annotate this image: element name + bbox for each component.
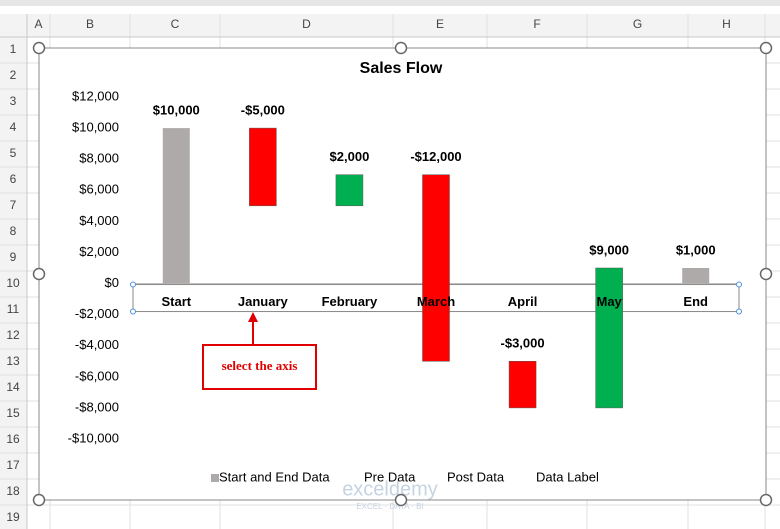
chart-title: Sales Flow: [360, 60, 443, 77]
resize-handle[interactable]: [759, 41, 773, 55]
row-header: 9: [10, 250, 17, 264]
x-tick-label: January: [238, 294, 289, 309]
bar: [595, 267, 623, 409]
row-header: 13: [6, 354, 20, 368]
column-header-bar: [0, 14, 780, 37]
legend-label: Data Label: [536, 469, 599, 484]
row-header: 4: [10, 120, 17, 134]
y-tick-label: $12,000: [72, 88, 119, 103]
resize-handle[interactable]: [394, 41, 408, 55]
x-tick-label: April: [508, 294, 538, 309]
row-header: 1: [10, 42, 17, 56]
row-header: 8: [10, 224, 17, 238]
selection-handle: [130, 308, 136, 315]
data-label: $1,000: [676, 242, 716, 257]
legend-label: Pre Data: [364, 469, 416, 484]
x-tick-label: March: [417, 294, 455, 309]
row-header: 7: [10, 198, 17, 212]
row-header: 15: [6, 406, 20, 420]
y-tick-label: $6,000: [79, 182, 119, 197]
chart-area[interactable]: [38, 47, 767, 501]
resize-handle[interactable]: [394, 493, 408, 507]
row-header: 17: [6, 458, 20, 472]
row-header: 18: [6, 484, 20, 498]
y-tick-label: -$10,000: [68, 430, 119, 445]
y-tick-label: $2,000: [79, 244, 119, 259]
row-header: 11: [7, 302, 20, 316]
y-tick-label: $8,000: [79, 151, 119, 166]
resize-handle[interactable]: [32, 493, 46, 507]
column-header: E: [436, 17, 444, 31]
y-tick-label: $4,000: [79, 213, 119, 228]
data-label: $9,000: [589, 242, 629, 257]
data-label: $10,000: [153, 103, 200, 118]
row-header: 3: [10, 94, 17, 108]
bar: [422, 174, 450, 362]
data-label: -$12,000: [410, 149, 461, 164]
y-tick-label: -$8,000: [75, 399, 119, 414]
watermark-tagline: EXCEL · DATA · BI: [356, 502, 423, 511]
resize-handle[interactable]: [32, 41, 46, 55]
annotation-text: select the axis: [222, 358, 298, 373]
row-header: 2: [10, 68, 17, 82]
column-header: D: [302, 17, 311, 31]
legend-swatch: [211, 474, 219, 482]
bar: [508, 361, 537, 409]
x-tick-label: May: [596, 294, 622, 309]
y-tick-label: $0: [105, 275, 119, 290]
selection-handle: [736, 308, 742, 315]
row-header: 10: [6, 276, 20, 290]
resize-handle[interactable]: [759, 267, 773, 281]
selection-handle: [736, 281, 742, 288]
bar: [335, 174, 364, 207]
column-header: F: [533, 17, 540, 31]
row-header: 6: [10, 172, 17, 186]
y-tick-label: -$4,000: [75, 337, 119, 352]
row-header: 12: [6, 328, 20, 342]
x-tick-label: February: [322, 294, 378, 309]
row-header: 16: [6, 432, 20, 446]
resize-handle[interactable]: [32, 267, 46, 281]
column-header: B: [86, 17, 94, 31]
selection-handle: [130, 281, 136, 288]
bar: [249, 127, 277, 207]
annotation-arrowhead: [248, 312, 258, 322]
x-tick-label: End: [683, 294, 708, 309]
chart: Sales Flow exceldemy EXCEL · DATA · BI s…: [32, 41, 773, 511]
tab-strip: [0, 0, 780, 6]
x-tick-label: Start: [161, 294, 191, 309]
column-header: A: [34, 17, 42, 31]
data-label: -$3,000: [501, 336, 545, 351]
row-header: 5: [10, 146, 17, 160]
y-tick-label: $10,000: [72, 120, 119, 135]
y-tick-label: -$2,000: [75, 306, 119, 321]
column-header: H: [722, 17, 731, 31]
y-tick-label: -$6,000: [75, 368, 119, 383]
legend-label: Start and End Data: [219, 469, 330, 484]
column-header: G: [633, 17, 642, 31]
annotation-box: [202, 344, 317, 390]
bar: [682, 268, 710, 284]
data-label: $2,000: [330, 149, 370, 164]
column-header: C: [171, 17, 180, 31]
resize-handle[interactable]: [759, 493, 773, 507]
watermark-brand: exceldemy: [342, 478, 438, 500]
bar: [162, 128, 190, 284]
legend-label: Post Data: [447, 469, 505, 484]
row-header: 14: [6, 380, 20, 394]
row-header: 19: [6, 510, 20, 524]
data-label: -$5,000: [241, 103, 285, 118]
